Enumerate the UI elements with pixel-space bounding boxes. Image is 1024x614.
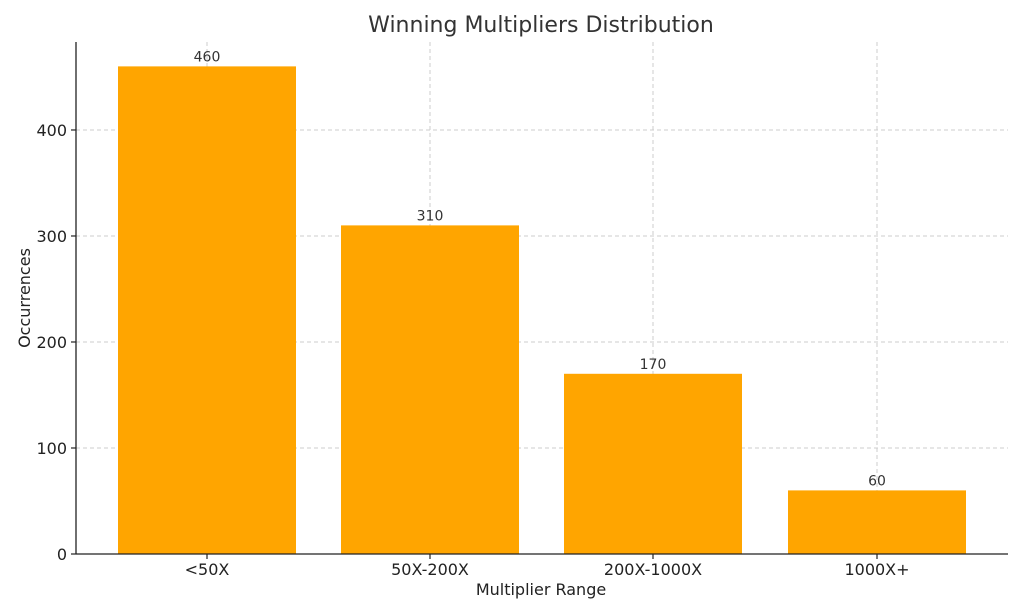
chart-title: Winning Multipliers Distribution <box>368 13 714 38</box>
bars-layer <box>118 66 966 555</box>
y-axis-label: Occurrences <box>15 248 34 348</box>
bar <box>118 66 296 554</box>
x-tick-label: <50X <box>185 560 230 579</box>
ticks-layer: 0 100 200 300 400 <50X 50X-200X 200X-1000X 1000X… <box>36 121 909 579</box>
data-label: 460 <box>194 49 221 65</box>
y-tick-label: 300 <box>36 227 67 246</box>
bar <box>341 225 519 555</box>
x-tick-label: 1000X+ <box>844 560 909 579</box>
data-label: 310 <box>417 208 444 224</box>
axes-layer <box>75 42 1008 555</box>
bar <box>564 373 742 554</box>
data-label: 60 <box>868 473 886 489</box>
data-labels-layer: 460 310 170 60 <box>194 49 886 489</box>
x-tick-label: 50X-200X <box>391 560 469 579</box>
data-label: 170 <box>640 357 667 373</box>
y-tick-label: 100 <box>36 439 67 458</box>
bar <box>788 490 966 554</box>
y-tick-label: 400 <box>36 121 67 140</box>
x-axis-label: Multiplier Range <box>476 580 606 599</box>
y-tick-label: 200 <box>36 333 67 352</box>
x-tick-label: 200X-1000X <box>604 560 702 579</box>
y-tick-label: 0 <box>57 545 67 564</box>
